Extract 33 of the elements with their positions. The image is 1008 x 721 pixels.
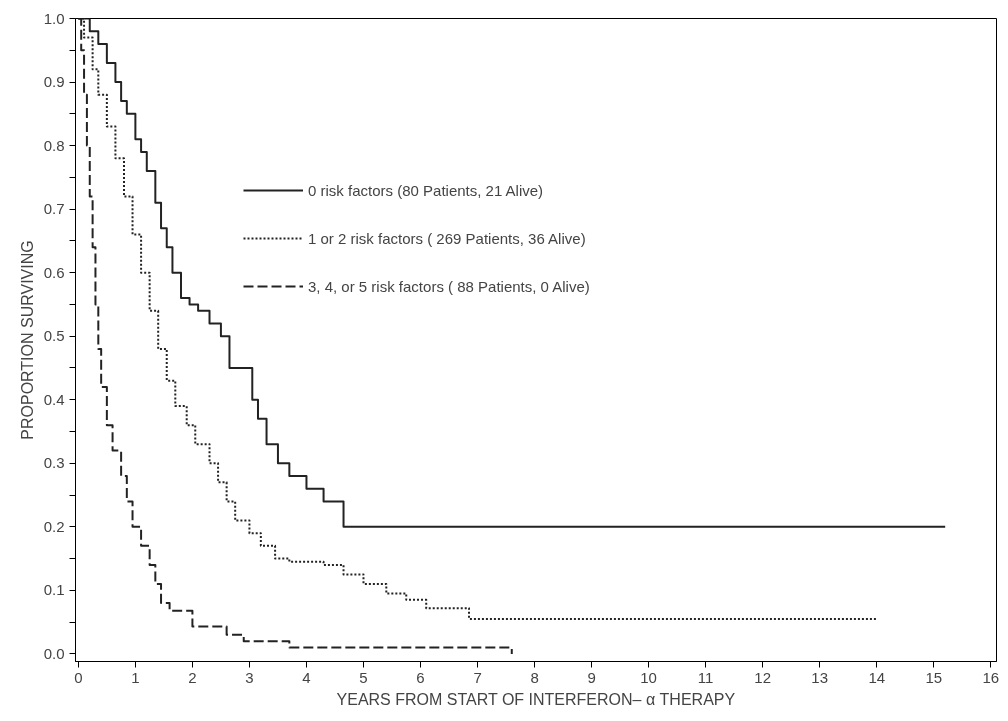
x-axis-title: YEARS FROM START OF INTERFERON– α THERAPY bbox=[336, 690, 736, 708]
x-tick-label: 0 bbox=[74, 668, 83, 686]
y-tick-label: 0.5 bbox=[43, 327, 65, 345]
y-axis-title: PROPORTION SURVIVING bbox=[18, 240, 36, 440]
x-tick-label: 11 bbox=[697, 668, 714, 686]
x-tick-label: 6 bbox=[416, 668, 425, 686]
x-tick-label: 1 bbox=[131, 668, 140, 686]
y-tick-label: 0.7 bbox=[43, 200, 65, 218]
x-tick-label: 10 bbox=[640, 668, 657, 686]
y-tick-label: 0.6 bbox=[43, 263, 65, 281]
legend-label: 0 risk factors (80 Patients, 21 Alive) bbox=[308, 181, 544, 199]
legend-label: 1 or 2 risk factors ( 269 Patients, 36 Alive) bbox=[308, 229, 586, 247]
y-tick-label: 0.3 bbox=[43, 454, 65, 472]
y-tick-label: 0.2 bbox=[43, 517, 65, 535]
legend-label: 3, 4, or 5 risk factors ( 88 Patients, 0 Alive) bbox=[308, 277, 590, 295]
x-tick-label: 14 bbox=[868, 668, 886, 686]
x-tick-label: 9 bbox=[587, 668, 596, 686]
x-tick-label: 2 bbox=[188, 668, 197, 686]
x-tick-label: 12 bbox=[754, 668, 772, 686]
x-tick-label: 8 bbox=[530, 668, 539, 686]
y-tick-label: 0.4 bbox=[43, 390, 65, 408]
y-tick-label: 1.0 bbox=[43, 9, 65, 27]
x-tick-label: 7 bbox=[473, 668, 482, 686]
x-tick-label: 13 bbox=[811, 668, 829, 686]
x-tick-label: 16 bbox=[982, 668, 1000, 686]
y-tick-label: 0.0 bbox=[43, 644, 65, 662]
x-tick-label: 15 bbox=[925, 668, 943, 686]
y-tick-label: 0.9 bbox=[43, 73, 65, 91]
x-tick-label: 5 bbox=[359, 668, 368, 686]
y-tick-label: 0.8 bbox=[43, 136, 65, 154]
x-tick-label: 4 bbox=[302, 668, 311, 686]
y-tick-label: 0.1 bbox=[43, 581, 65, 599]
x-tick-label: 3 bbox=[245, 668, 254, 686]
